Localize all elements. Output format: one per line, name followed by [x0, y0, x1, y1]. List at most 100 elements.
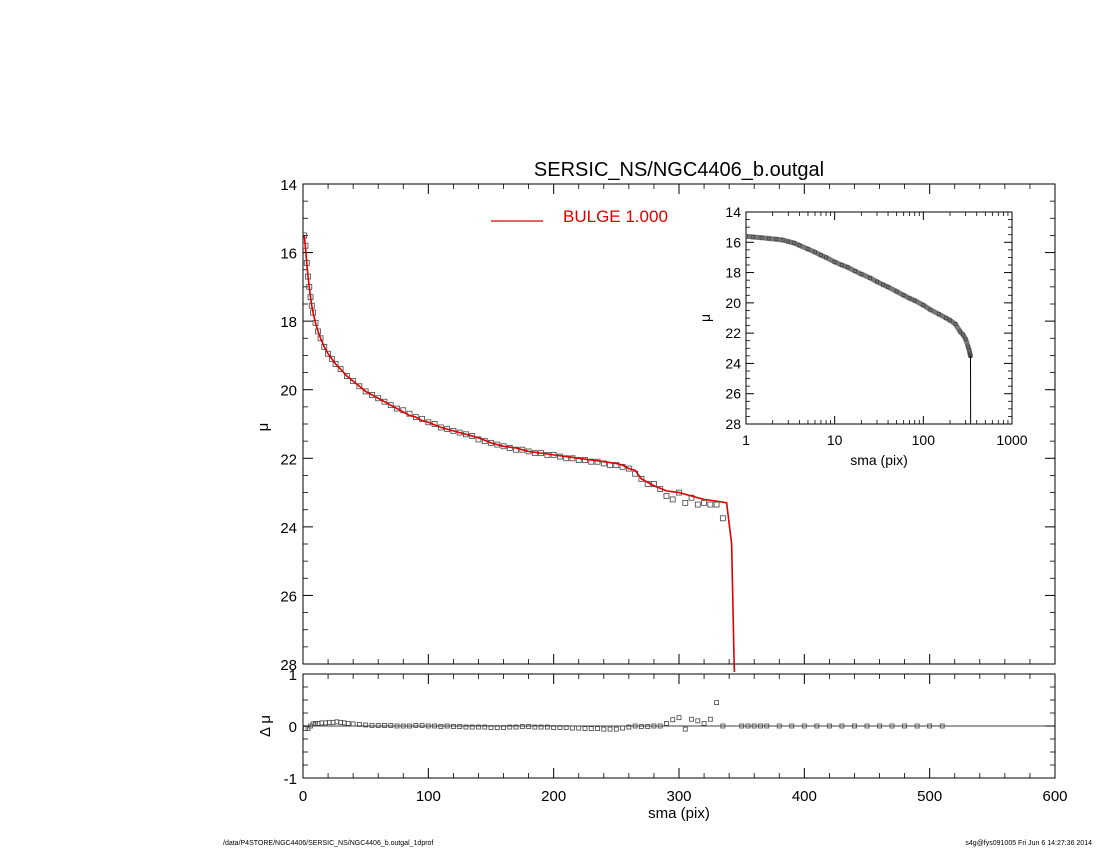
data-point — [714, 700, 719, 705]
data-point — [907, 296, 912, 301]
data-point — [819, 253, 823, 258]
data-point — [766, 236, 771, 241]
x-tick-label: 100 — [416, 788, 441, 805]
y-tick-label: 18 — [280, 314, 297, 331]
data-point — [532, 724, 538, 730]
data-point — [337, 366, 344, 373]
y-axis-label: Δ μ — [257, 715, 274, 737]
data-point — [375, 723, 381, 728]
data-point — [774, 237, 779, 242]
data-point — [387, 402, 394, 409]
data-point — [332, 361, 339, 367]
data-point — [369, 391, 375, 398]
data-point — [707, 716, 713, 722]
y-tick-label: 24 — [280, 520, 297, 537]
data-point — [419, 723, 425, 728]
data-point — [328, 355, 335, 362]
data-point — [751, 723, 757, 729]
x-tick-label: 10 — [827, 432, 843, 448]
x-tick-label: 600 — [1042, 788, 1067, 805]
data-point — [413, 723, 419, 728]
data-point — [944, 316, 948, 320]
data-point — [801, 723, 807, 729]
data-point — [682, 499, 689, 506]
data-point — [694, 501, 701, 508]
data-point — [707, 501, 714, 508]
y-tick-label: 26 — [280, 588, 297, 605]
data-point — [343, 373, 350, 379]
data-point — [746, 234, 748, 239]
data-point — [832, 260, 837, 264]
inset-log-panel: 14 16 18 20 22 24 26 281 10 100 1000 sma (pix) μ — [697, 204, 1028, 468]
data-point — [814, 723, 820, 729]
data-point — [557, 725, 563, 730]
data-point — [914, 723, 920, 729]
data-point — [576, 725, 582, 731]
y-tick-label: 28 — [725, 416, 741, 432]
data-point — [670, 717, 676, 723]
data-point — [669, 496, 676, 503]
y-tick-label: 14 — [280, 177, 297, 194]
data-point — [513, 724, 519, 730]
data-point — [963, 337, 968, 342]
data-point — [350, 721, 356, 727]
data-point — [345, 721, 351, 726]
data-point — [444, 723, 450, 729]
data-point — [764, 723, 770, 729]
data-point — [356, 722, 362, 727]
data-point — [400, 723, 406, 729]
data-point — [839, 263, 844, 267]
data-point — [494, 725, 500, 730]
bulge-model-line — [303, 235, 736, 672]
data-point — [953, 322, 958, 326]
data-point — [797, 243, 802, 248]
data-point — [362, 388, 369, 395]
data-point — [638, 475, 645, 482]
data-point — [438, 724, 444, 729]
data-point — [305, 726, 311, 731]
data-point — [921, 303, 926, 308]
data-point — [745, 723, 751, 729]
data-point — [321, 343, 328, 350]
data-point — [824, 255, 828, 260]
data-point — [620, 725, 625, 731]
data-point — [657, 723, 663, 729]
data-point — [501, 725, 506, 730]
y-tick-label: 24 — [725, 355, 741, 371]
data-point — [839, 723, 845, 729]
data-point — [457, 724, 463, 729]
data-point — [776, 723, 782, 729]
data-point — [363, 722, 369, 728]
data-point — [463, 724, 469, 730]
data-point — [886, 285, 890, 289]
data-point — [563, 725, 569, 730]
data-point — [939, 723, 945, 729]
x-tick-label: 500 — [917, 788, 942, 805]
y-tick-label: -1 — [284, 771, 297, 788]
data-point — [827, 723, 832, 729]
y-tick-label: 20 — [280, 383, 297, 400]
data-point — [689, 716, 694, 722]
x-tick-label: 200 — [541, 788, 566, 805]
y-tick-label: 28 — [280, 657, 297, 674]
y-tick-label: 22 — [280, 451, 297, 468]
inset-x-axis-label: sma (pix) — [850, 452, 908, 468]
data-point — [476, 724, 481, 730]
data-point — [570, 725, 575, 731]
data-point — [588, 726, 594, 731]
data-point — [901, 293, 906, 298]
data-point — [425, 723, 431, 729]
data-point — [701, 499, 707, 506]
x-tick-label: 1 — [742, 432, 750, 448]
y-tick-label: 26 — [725, 386, 741, 402]
legend-label: BULGE 1.000 — [563, 207, 668, 226]
data-point — [868, 275, 872, 280]
data-point — [313, 721, 318, 726]
main-data-layer — [303, 232, 736, 672]
data-point — [948, 318, 952, 323]
inset-axes-frame — [745, 211, 1013, 425]
data-point — [859, 272, 864, 276]
data-point — [902, 723, 907, 729]
data-point — [853, 269, 857, 273]
